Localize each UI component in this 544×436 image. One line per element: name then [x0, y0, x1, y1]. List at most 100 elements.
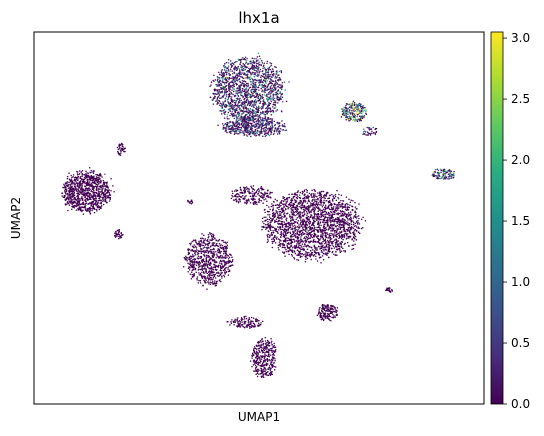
cell-point — [344, 113, 346, 115]
cell-point — [69, 186, 72, 188]
cell-point — [76, 197, 79, 200]
cell-point — [309, 202, 312, 204]
cell-point — [346, 113, 349, 115]
cell-point — [283, 122, 286, 125]
cell-point — [245, 66, 247, 69]
cell-point — [229, 109, 231, 111]
cell-point — [357, 106, 359, 109]
cell-point — [89, 183, 92, 186]
cell-point — [71, 190, 73, 192]
cell-point — [327, 213, 329, 215]
cell-point — [82, 203, 85, 206]
cell-point — [334, 193, 337, 196]
cell-point — [290, 249, 292, 252]
cell-point — [245, 93, 247, 95]
cell-point — [100, 186, 103, 189]
cell-point — [246, 59, 248, 62]
cell-point — [367, 131, 369, 134]
cell-point — [66, 193, 68, 195]
cell-point — [240, 58, 243, 61]
cell-point — [121, 234, 124, 236]
cell-point — [245, 100, 248, 102]
cell-point — [239, 118, 241, 121]
cell-point — [302, 215, 305, 217]
cell-point — [76, 207, 79, 210]
cell-point — [83, 193, 86, 196]
cell-point — [319, 222, 322, 224]
cell-point — [276, 98, 279, 101]
cell-point — [259, 96, 262, 98]
cell-point — [260, 74, 263, 77]
cell-point — [242, 130, 244, 132]
cell-point — [236, 90, 238, 92]
cell-point — [223, 64, 226, 67]
cell-point — [73, 189, 75, 192]
cell-point — [263, 101, 266, 104]
cell-point — [227, 97, 230, 99]
cell-point — [228, 104, 231, 106]
cell-point — [241, 122, 243, 124]
cell-point — [345, 107, 347, 110]
cell-point — [354, 201, 356, 204]
cell-point — [268, 226, 271, 229]
cell-point — [230, 99, 233, 102]
cell-point — [352, 227, 355, 229]
cell-point — [89, 177, 91, 180]
cell-point — [226, 121, 229, 124]
cell-point — [323, 201, 326, 204]
cell-point — [79, 184, 81, 186]
cell-point — [77, 184, 79, 186]
cell-point — [445, 176, 448, 178]
cell-point — [253, 134, 256, 136]
cell-point — [93, 211, 96, 214]
cell-point — [276, 127, 279, 130]
cell-point — [226, 131, 228, 134]
cell-point — [109, 194, 112, 196]
cell-point — [303, 189, 306, 191]
cell-point — [279, 239, 281, 241]
cell-point — [109, 197, 111, 199]
cell-point — [265, 125, 268, 127]
cell-point — [93, 175, 95, 177]
cell-point — [339, 250, 341, 252]
cell-point — [257, 117, 259, 119]
cell-point — [117, 231, 120, 234]
cell-point — [244, 123, 247, 125]
cell-point — [76, 203, 78, 205]
cell-point — [228, 74, 231, 76]
cell-point — [304, 205, 306, 208]
cell-point — [254, 73, 256, 76]
cell-point — [323, 213, 325, 216]
cell-point — [232, 79, 234, 82]
cell-point — [359, 117, 362, 120]
cell-point — [333, 213, 336, 216]
cell-point — [264, 88, 266, 91]
cell-point — [363, 133, 366, 135]
cell-point — [243, 120, 245, 122]
cell-point — [355, 103, 357, 105]
cell-point — [434, 168, 437, 171]
cell-point — [229, 130, 232, 133]
cell-point — [65, 185, 68, 187]
cell-point — [90, 185, 92, 187]
cell-point — [88, 181, 91, 183]
cell-point — [97, 183, 100, 185]
cell-point — [272, 96, 275, 98]
cell-point — [287, 221, 290, 224]
cell-point — [259, 121, 262, 124]
cell-point — [252, 60, 255, 63]
cell-point — [238, 98, 240, 100]
cell-point — [258, 125, 261, 128]
cell-point — [76, 199, 78, 202]
cell-point — [293, 256, 295, 259]
cell-point — [343, 234, 346, 237]
cell-point — [360, 227, 363, 230]
cell-point — [76, 173, 79, 175]
cell-point — [88, 175, 90, 178]
cell-point — [220, 87, 223, 89]
cell-point — [253, 104, 255, 106]
cell-point — [300, 217, 302, 219]
cell-point — [66, 202, 69, 204]
cell-point — [374, 133, 377, 136]
cell-point — [365, 134, 367, 136]
